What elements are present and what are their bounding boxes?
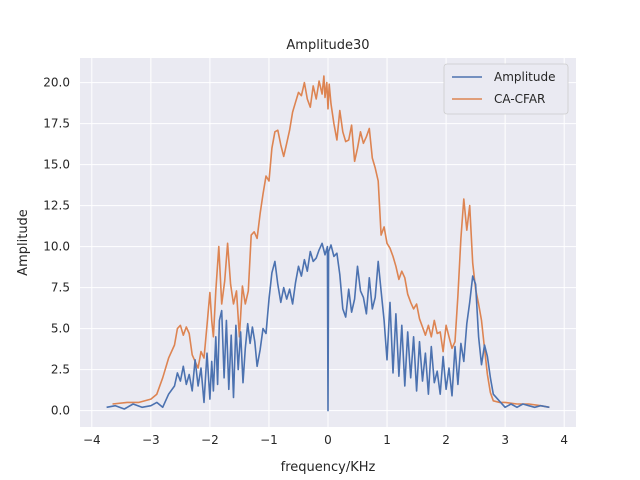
x-tick-label: 2 [442,433,450,447]
chart-title: Amplitude30 [286,38,369,53]
series-line-amplitude [106,242,550,412]
x-tick-label: −1 [260,433,278,447]
x-tick-label: 1 [383,433,391,447]
x-tick-label: −4 [83,433,101,447]
x-axis-label: frequency/KHz [281,460,376,475]
tick-labels: −4 −3 −2 −1 0 1 2 3 4 0.0 2.5 5.0 7.5 10.0 12.5 15.0 17.… [43,76,568,447]
y-tick-label: 20.0 [43,76,70,90]
legend-label-ca-cfar: CA-CFAR [494,92,545,106]
y-tick-label: 12.5 [43,199,70,213]
legend: Amplitude CA-CFAR [443,63,569,115]
y-tick-label: 10.0 [43,240,70,254]
y-tick-label: 5.0 [51,322,70,336]
y-tick-label: 2.5 [51,363,70,377]
x-tick-label: 0 [324,433,332,447]
x-tick-label: 3 [501,433,509,447]
series-line-ca-cfar [112,75,550,409]
y-tick-label: 17.5 [43,117,70,131]
x-tick-label: −3 [142,433,160,447]
legend-label-amplitude: Amplitude [494,70,556,84]
y-tick-label: 0.0 [51,404,70,418]
x-tick-label: 4 [560,433,568,447]
y-tick-label: 15.0 [43,158,70,172]
y-axis-label: Amplitude [16,209,31,276]
x-tick-label: −2 [201,433,219,447]
y-tick-label: 7.5 [51,281,70,295]
series-layer [106,75,550,412]
